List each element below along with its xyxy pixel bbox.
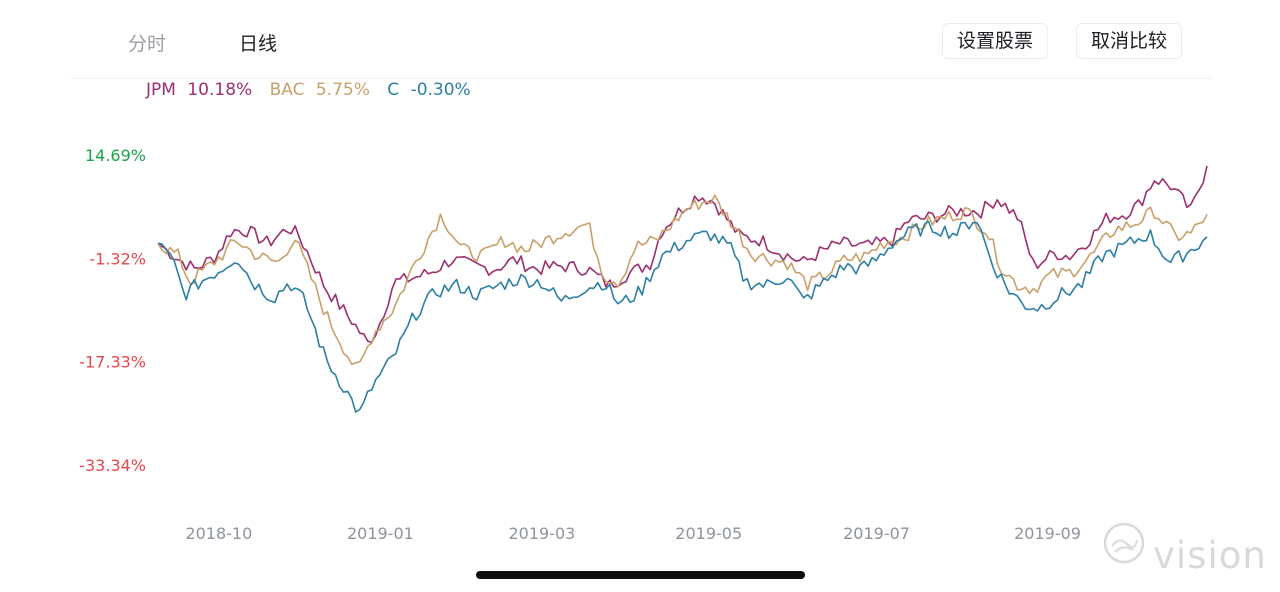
y-tick-label: -33.34% — [79, 456, 146, 475]
x-tick-label: 2019-07 — [843, 524, 910, 543]
set-stock-button[interactable]: 设置股票 — [942, 23, 1049, 59]
legend-bac: BAC 5.75% — [269, 80, 370, 100]
y-tick-label: -17.33% — [79, 353, 146, 372]
tab-daily[interactable]: 日线 — [239, 33, 278, 55]
x-tick-label: 2019-09 — [1014, 524, 1081, 543]
y-tick-label: 14.69% — [85, 146, 146, 165]
x-tick-label: 2019-03 — [509, 524, 576, 543]
vision-logo-icon — [1103, 522, 1149, 572]
header-divider — [70, 78, 1212, 79]
x-tick-label: 2019-05 — [675, 524, 742, 543]
y-tick-label: -1.32% — [89, 249, 146, 268]
chart-legend: JPM 10.18% BAC 5.75% C -0.30% — [146, 80, 483, 100]
legend-jpm: JPM 10.18% — [146, 80, 253, 100]
x-tick-label: 2018-10 — [185, 524, 252, 543]
home-indicator — [476, 571, 805, 579]
x-tick-label: 2019-01 — [347, 524, 414, 543]
series-line-jpm — [157, 165, 1208, 344]
watermark-text: vision — [1153, 534, 1267, 577]
cancel-compare-button[interactable]: 取消比较 — [1076, 23, 1183, 59]
tab-intraday[interactable]: 分时 — [128, 33, 167, 55]
series-line-c — [157, 220, 1208, 413]
legend-c: C -0.30% — [387, 80, 471, 100]
series-line-bac — [157, 194, 1208, 365]
